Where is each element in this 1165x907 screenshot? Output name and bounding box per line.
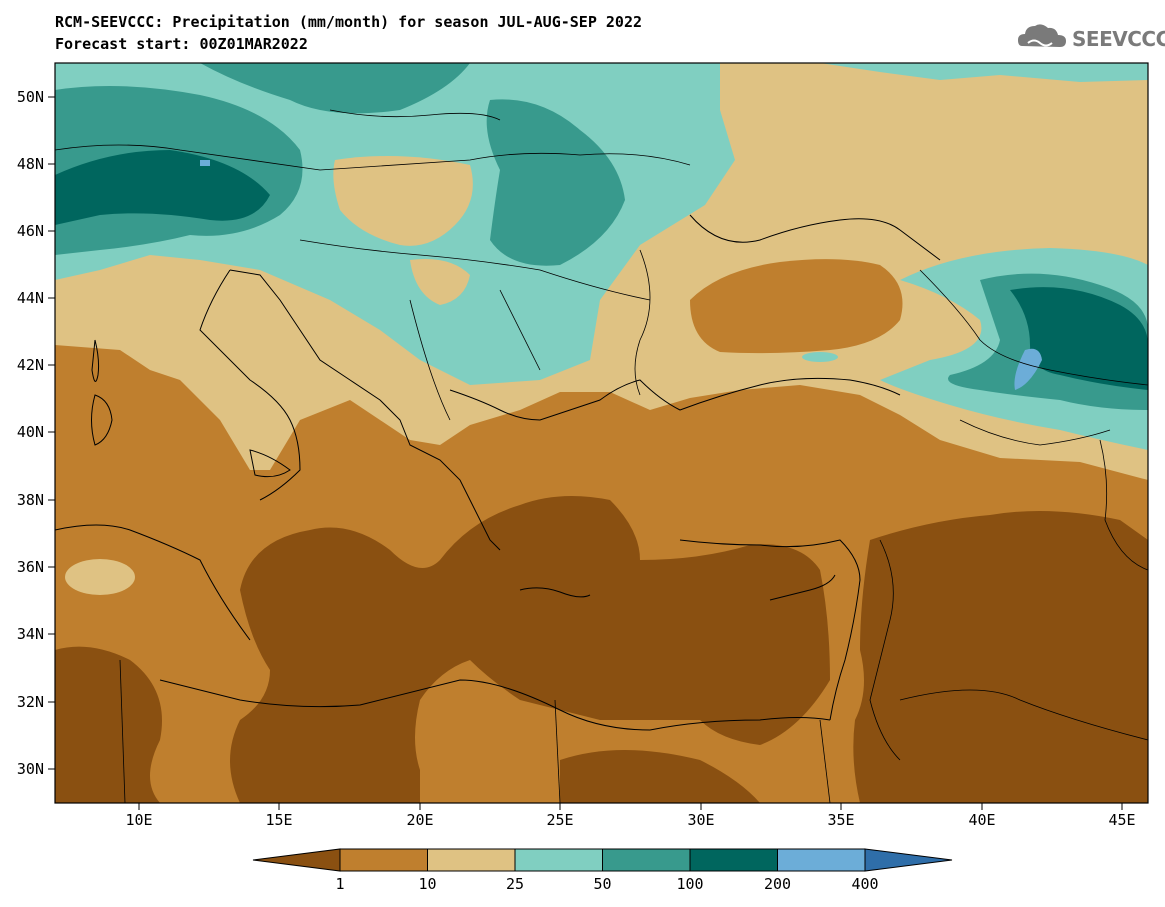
lat-label: 40N <box>17 423 44 441</box>
forecast-start-label: Forecast start: 00Z01MAR2022 <box>55 35 308 53</box>
longitude-axis <box>138 803 1123 810</box>
field-100-200-north <box>200 63 470 114</box>
lon-label: 10E <box>125 811 152 829</box>
lon-label: 40E <box>968 811 995 829</box>
colorbar-segment <box>602 848 691 872</box>
colorbar-segment <box>689 848 778 872</box>
field-0-1-south <box>230 496 830 803</box>
field-200-400-alps <box>55 150 270 225</box>
lon-label: 35E <box>827 811 854 829</box>
lat-label: 48N <box>17 155 44 173</box>
lat-label: 36N <box>17 558 44 576</box>
colorbar-segment <box>514 848 603 872</box>
lon-label: 15E <box>265 811 292 829</box>
lat-label: 30N <box>17 760 44 778</box>
lat-label: 50N <box>17 88 44 106</box>
plot-frame <box>54 62 1149 804</box>
field-0-1-southeast <box>853 511 1148 803</box>
colorbar-label: 400 <box>851 875 878 893</box>
field-0-1-libya <box>55 646 162 803</box>
field-25-50-serbia <box>410 259 470 305</box>
cloud-icon <box>1018 24 1066 47</box>
precipitation-field <box>55 63 1148 803</box>
lon-label: 25E <box>546 811 573 829</box>
lat-label: 32N <box>17 693 44 711</box>
field-50-100-coast <box>802 352 838 362</box>
field-400-plus-alps <box>200 160 210 166</box>
colorbar-segment <box>252 848 341 872</box>
field-50-100-top-right <box>820 63 1148 82</box>
lat-label: 38N <box>17 491 44 509</box>
latitude-axis <box>48 96 55 770</box>
coastlines <box>55 214 941 731</box>
lat-label: 46N <box>17 222 44 240</box>
field-25-50-pannonia <box>333 156 473 246</box>
field-400-plus-caucasus <box>1014 348 1042 390</box>
lon-label: 20E <box>406 811 433 829</box>
colorbar-label: 1 <box>335 875 344 893</box>
colorbar-label: 200 <box>764 875 791 893</box>
colorbar-segment <box>864 848 953 872</box>
lon-label: 45E <box>1108 811 1135 829</box>
colorbar-label: 50 <box>593 875 611 893</box>
colorbar <box>252 848 953 872</box>
colorbar-label: 10 <box>418 875 436 893</box>
colorbar-segment <box>777 848 866 872</box>
lon-label: 30E <box>687 811 714 829</box>
colorbar-segment <box>339 848 428 872</box>
logo-text: SEEVCCC <box>1072 27 1165 51</box>
colorbar-segment <box>427 848 516 872</box>
seevccc-logo: SEEVCCC <box>1016 18 1165 58</box>
lat-label: 44N <box>17 289 44 307</box>
field-200-400-caucasus <box>1010 287 1148 390</box>
country-borders <box>55 109 1148 803</box>
field-100-200-carpathians <box>486 99 625 266</box>
colorbar-label: 25 <box>506 875 524 893</box>
field-0-1-egypt <box>560 750 760 803</box>
colorbar-label: 100 <box>676 875 703 893</box>
lat-label: 42N <box>17 356 44 374</box>
map-title: RCM-SEEVCCC: Precipitation (mm/month) fo… <box>55 13 642 31</box>
field-1-10-black-sea <box>690 259 903 354</box>
lat-label: 34N <box>17 625 44 643</box>
field-25-50-africa <box>65 559 135 595</box>
